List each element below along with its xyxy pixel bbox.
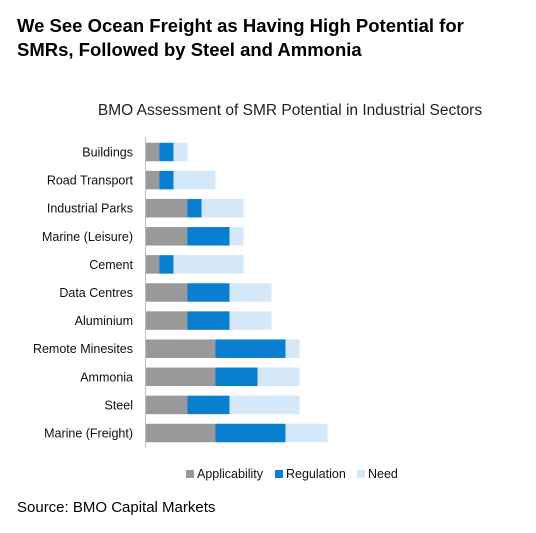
category-label: Remote Minesites: [33, 342, 133, 356]
legend-swatch: [357, 470, 365, 478]
bar-segment-need: [201, 198, 244, 218]
bar-segment-applicability: [145, 227, 188, 246]
bar-segment-need: [229, 311, 272, 330]
category-labels: Buildings Road Transport Industrial Parks M…: [33, 146, 134, 441]
category-label: Data Centres: [59, 286, 133, 300]
bar-segment-applicability: [145, 311, 188, 330]
bar-segment-regulation: [187, 283, 230, 302]
bar-segment-regulation: [215, 423, 286, 443]
bar-segment-applicability: [145, 170, 160, 190]
bar-segment-applicability: [145, 255, 160, 274]
category-label: Steel: [105, 398, 134, 412]
bar-segment-regulation: [187, 227, 230, 246]
legend-label: Need: [368, 467, 398, 481]
category-label: Marine (Leisure): [42, 230, 133, 244]
bar-segment-need: [173, 142, 188, 162]
legend: Applicability Regulation Need: [186, 467, 398, 481]
bar-segment-regulation: [159, 142, 174, 162]
chart-title: BMO Assessment of SMR Potential in Indus…: [98, 102, 482, 119]
legend-label: Regulation: [286, 467, 346, 481]
bar-segment-regulation: [159, 170, 174, 190]
bar-segment-regulation: [215, 367, 258, 387]
bar-segment-need: [229, 283, 272, 302]
bar-segment-applicability: [145, 423, 216, 443]
bar-segment-regulation: [215, 339, 286, 358]
bar-segment-need: [173, 170, 216, 190]
source-note: Source: BMO Capital Markets: [17, 499, 216, 516]
category-label: Marine (Freight): [44, 427, 133, 441]
category-label: Cement: [89, 258, 133, 272]
bar-segment-applicability: [145, 367, 216, 387]
bar-segment-need: [229, 227, 244, 246]
bar-segment-regulation: [187, 395, 230, 415]
bar-segment-need: [257, 367, 300, 387]
bar-segment-need: [173, 255, 244, 274]
bar-segment-regulation: [159, 255, 174, 274]
bar-segment-applicability: [145, 339, 216, 358]
bar-segment-regulation: [187, 311, 230, 330]
category-label: Industrial Parks: [47, 202, 133, 216]
bar-segment-applicability: [145, 198, 188, 218]
bar-segment-applicability: [145, 283, 188, 302]
legend-label: Applicability: [197, 467, 264, 481]
category-label: Ammonia: [80, 370, 133, 384]
category-label: Road Transport: [47, 174, 134, 188]
category-label: Aluminium: [75, 314, 133, 328]
bar-segment-applicability: [145, 395, 188, 415]
headline: We See Ocean Freight as Having High Pote…: [17, 15, 464, 60]
category-label: Buildings: [82, 146, 133, 160]
bar-segment-need: [285, 339, 300, 358]
legend-swatch: [186, 470, 194, 478]
bar-segment-applicability: [145, 142, 160, 162]
bars: [145, 142, 328, 443]
bar-segment-regulation: [187, 198, 202, 218]
bar-segment-need: [285, 423, 328, 443]
legend-swatch: [275, 470, 283, 478]
bar-segment-need: [229, 395, 300, 415]
